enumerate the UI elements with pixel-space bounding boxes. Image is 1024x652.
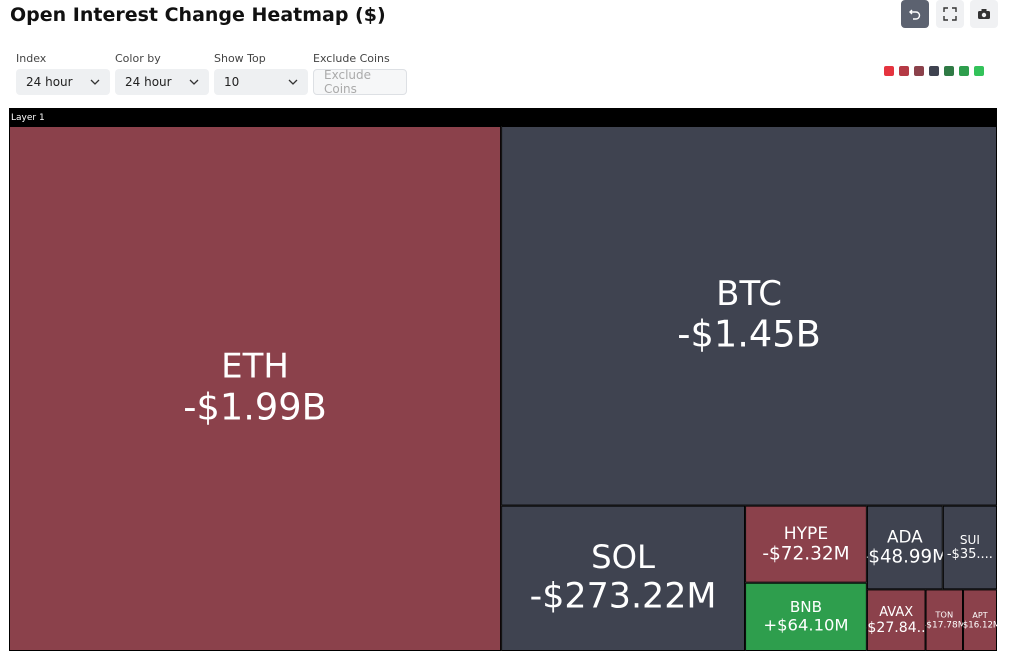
tile-name: BTC (716, 274, 782, 314)
fullscreen-button[interactable] (936, 0, 964, 28)
filter-label: Index (16, 52, 47, 65)
tile-name: SOL (591, 538, 655, 576)
tile-rect (866, 589, 926, 651)
tile-value: -$27.84... (862, 620, 930, 636)
tile-rect (9, 126, 502, 651)
legend (884, 66, 984, 76)
tile: BNB+$64.10M (745, 582, 867, 651)
tile-value: -$1.45B (677, 313, 821, 356)
chevron (288, 79, 298, 85)
dropdown-value: 24 hour (125, 75, 172, 89)
tile-labels: ADA-$48.99M (862, 526, 948, 568)
tile-name: TON (934, 610, 953, 620)
tile-rect (866, 505, 943, 590)
filter: Show Top 10 (214, 52, 308, 95)
legend-swatch (899, 66, 909, 76)
tile-value: -$1.99B (183, 385, 327, 428)
tile-value: -$72.32M (762, 543, 849, 564)
tile-rect (925, 589, 964, 651)
tile-labels: SOL-$273.22M (530, 538, 717, 617)
tile-labels: HYPE-$72.32M (762, 524, 849, 565)
tile-labels: BTC-$1.45B (677, 274, 821, 356)
fullscreen-icon (943, 7, 957, 21)
dropdown-value: 10 (224, 75, 240, 89)
tile: AVAX-$27.84... (862, 589, 930, 651)
filter-label: Show Top (214, 52, 266, 65)
text-input[interactable]: Exclude Coins (313, 68, 407, 96)
tile-rect (942, 505, 997, 590)
tile-name: SUI (960, 533, 980, 547)
tile-name: AVAX (879, 605, 913, 620)
tile-name: ADA (887, 526, 923, 546)
legend-swatch (974, 66, 984, 76)
legend-swatch (959, 66, 969, 76)
legend-swatch (914, 66, 924, 76)
tile-labels: ETH-$1.99B (183, 347, 327, 429)
tile: ETH-$1.99B (9, 126, 502, 651)
legend-swatch (929, 66, 939, 76)
screenshot-button[interactable] (970, 0, 998, 28)
filter-label: Exclude Coins (313, 52, 390, 65)
tile-rect (501, 505, 746, 651)
tile-labels: TON-$17.78M (923, 610, 965, 631)
dropdown-value: 24 hour (26, 75, 73, 89)
tile-rect (745, 582, 867, 651)
chevron-path (90, 79, 100, 85)
tile-labels: BNB+$64.10M (763, 598, 848, 634)
tile-rect (963, 589, 997, 651)
tile: BTC-$1.45B (501, 126, 997, 506)
tile-name: ETH (221, 347, 289, 387)
chevron-path (189, 79, 199, 85)
tile-labels: AVAX-$27.84... (862, 605, 930, 636)
chevron (189, 79, 199, 85)
tile-value: -$35.... (947, 547, 993, 562)
tile-labels: SUI-$35.... (947, 533, 993, 562)
tile-name: APT (972, 611, 987, 620)
filter: Index 24 hour (16, 52, 110, 95)
dropdown[interactable]: 10 (214, 69, 308, 95)
tile-rect (501, 126, 997, 506)
tile: SOL-$273.22M (501, 505, 746, 651)
tile: SUI-$35.... (942, 505, 997, 590)
tile-value: -$48.99M (862, 547, 948, 568)
page-title: Open Interest Change Heatmap ($) (10, 4, 386, 26)
treemap: Layer 1 ETH-$1.99B BTC-$1.45B SOL-$273.22M… (9, 108, 997, 651)
filter: Exclude Coins Exclude Coins (313, 52, 407, 96)
tile-value: -$17.78M (923, 621, 965, 631)
legend-swatch (884, 66, 894, 76)
tile-value: -$273.22M (530, 577, 717, 617)
tile: APT-$16.12M (960, 589, 997, 651)
chevron-path (288, 79, 298, 85)
tile-name: HYPE (784, 524, 828, 544)
tile-value: +$64.10M (763, 615, 848, 634)
filter-label: Color by (115, 52, 161, 65)
layer-bar (9, 108, 997, 126)
tile-rect (745, 505, 867, 583)
filter: Color by 24 hour (115, 52, 209, 95)
dropdown[interactable]: 24 hour (16, 69, 110, 95)
camera-icon (978, 9, 990, 19)
tile: ADA-$48.99M (862, 505, 948, 590)
tile-value: -$16.12M (960, 621, 997, 631)
tile-name: BNB (790, 598, 822, 616)
tile: HYPE-$72.32M (745, 505, 867, 583)
layer-label: Layer 1 (11, 113, 45, 123)
tile: TON-$17.78M (923, 589, 965, 651)
chevron (90, 79, 100, 85)
undo-button[interactable] (901, 0, 929, 28)
undo-icon (909, 9, 921, 20)
dropdown[interactable]: 24 hour (115, 69, 209, 95)
tile-labels: APT-$16.12M (960, 611, 997, 631)
legend-swatch (944, 66, 954, 76)
